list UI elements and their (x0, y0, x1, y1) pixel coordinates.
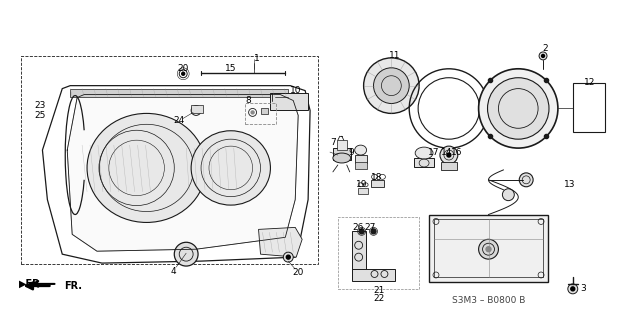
Circle shape (447, 153, 451, 157)
Circle shape (571, 287, 575, 291)
Ellipse shape (191, 131, 271, 205)
Text: FR.: FR. (64, 281, 83, 291)
Bar (573, 83, 605, 132)
Text: S3M3 – B0800 B: S3M3 – B0800 B (452, 296, 525, 305)
Circle shape (541, 55, 545, 57)
Bar (352, 269, 396, 281)
Text: 24: 24 (173, 116, 185, 125)
Circle shape (194, 108, 198, 112)
Circle shape (364, 58, 419, 114)
Text: 13: 13 (564, 180, 575, 189)
Circle shape (479, 69, 558, 148)
Text: 20: 20 (292, 268, 304, 277)
Text: 4: 4 (170, 266, 176, 276)
Text: 1: 1 (253, 54, 259, 63)
Bar (244, 102, 276, 124)
Text: 16: 16 (451, 148, 463, 157)
Bar (441, 162, 457, 170)
Circle shape (251, 111, 254, 114)
Bar (355, 155, 367, 163)
Text: 9: 9 (349, 148, 355, 157)
Text: 11: 11 (388, 51, 400, 60)
Text: 2: 2 (542, 44, 548, 54)
Circle shape (440, 146, 458, 164)
Bar (271, 93, 308, 110)
Text: 15: 15 (225, 64, 237, 73)
Text: 17: 17 (428, 148, 440, 157)
Circle shape (539, 52, 547, 60)
Text: 21: 21 (374, 286, 385, 295)
Ellipse shape (87, 114, 206, 222)
Ellipse shape (333, 153, 351, 163)
Text: 26: 26 (352, 223, 364, 232)
Circle shape (486, 247, 491, 252)
Bar (191, 106, 203, 114)
Text: 3: 3 (580, 284, 586, 293)
Circle shape (374, 68, 409, 103)
Bar (333, 148, 351, 160)
Text: 20: 20 (177, 64, 189, 73)
Circle shape (359, 229, 364, 234)
Polygon shape (259, 227, 302, 257)
Text: 10: 10 (289, 86, 301, 95)
Circle shape (284, 252, 293, 262)
Text: ▶FR.: ▶FR. (19, 279, 44, 289)
Ellipse shape (415, 147, 433, 159)
Text: 27: 27 (364, 223, 375, 232)
Bar (70, 89, 288, 97)
Circle shape (182, 72, 185, 75)
Text: 23: 23 (35, 101, 46, 110)
Polygon shape (67, 94, 298, 251)
Circle shape (174, 242, 198, 266)
Text: 25: 25 (35, 111, 46, 120)
Bar (434, 219, 543, 277)
Bar (371, 180, 385, 187)
Bar (20, 56, 318, 264)
Text: 8: 8 (246, 96, 252, 105)
Circle shape (479, 239, 499, 259)
Bar (429, 214, 548, 282)
Circle shape (371, 229, 376, 234)
Bar (414, 158, 434, 167)
Text: 18: 18 (371, 173, 382, 182)
Text: 7: 7 (330, 138, 336, 147)
Text: 12: 12 (584, 78, 595, 87)
Text: 22: 22 (374, 294, 385, 303)
Bar (260, 108, 268, 115)
Bar (338, 218, 419, 289)
Bar (352, 231, 365, 279)
Circle shape (519, 173, 533, 187)
Circle shape (286, 255, 291, 259)
Bar (337, 140, 347, 150)
Circle shape (488, 78, 549, 139)
Circle shape (502, 189, 515, 201)
Circle shape (568, 284, 578, 294)
Bar (355, 162, 367, 169)
Bar (358, 188, 367, 194)
Text: 19: 19 (356, 180, 367, 189)
Ellipse shape (355, 145, 367, 155)
Text: 14: 14 (441, 148, 452, 157)
